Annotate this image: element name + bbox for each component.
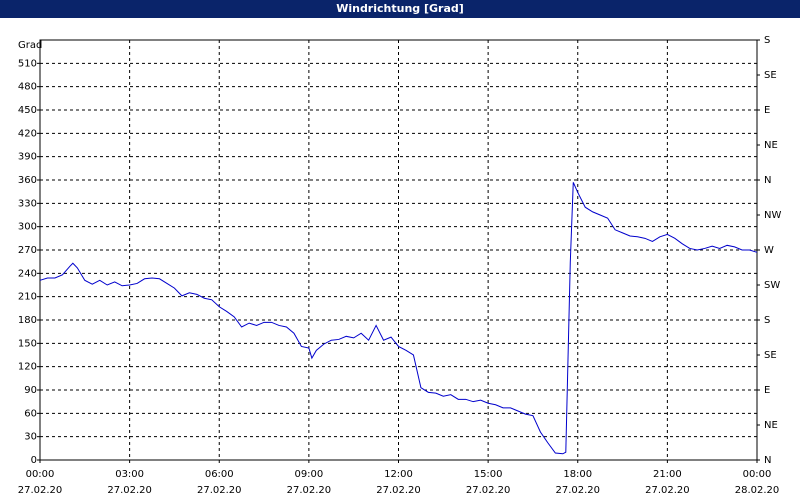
y-tick-label: 180	[18, 315, 37, 326]
y-tick-label: 360	[18, 175, 37, 186]
x-tick-label: 09:00	[294, 469, 323, 480]
y-tick-label: 210	[18, 292, 37, 303]
y-tick-label: 420	[18, 128, 37, 139]
y2-tick-label: W	[764, 245, 774, 256]
x-tick-label: 21:00	[653, 469, 682, 480]
y-tick-label: 270	[18, 245, 37, 256]
y-tick-label: 90	[24, 385, 37, 396]
title-bar	[0, 0, 800, 18]
x-tick-date: 27.02.20	[287, 485, 332, 496]
y-tick-label: 60	[24, 408, 37, 419]
y2-tick-label: SE	[764, 350, 777, 361]
y2-tick-label: N	[764, 455, 771, 466]
x-tick-label: 03:00	[115, 469, 144, 480]
x-tick-label: 06:00	[205, 469, 234, 480]
y2-tick-label: N	[764, 175, 771, 186]
y-tick-label: 330	[18, 198, 37, 209]
x-tick-label: 00:00	[743, 469, 772, 480]
y-tick-label: 0	[31, 455, 37, 466]
y-tick-label: 390	[18, 152, 37, 163]
y2-tick-label: NE	[764, 420, 778, 431]
y-tick-label: 150	[18, 338, 37, 349]
x-tick-date: 27.02.20	[18, 485, 63, 496]
y-tick-label: 240	[18, 268, 37, 279]
x-tick-date: 27.02.20	[645, 485, 690, 496]
y-tick-label: 480	[18, 82, 37, 93]
x-tick-label: 15:00	[474, 469, 503, 480]
y2-tick-label: NE	[764, 140, 778, 151]
x-tick-label: 00:00	[26, 469, 55, 480]
data-line	[39, 182, 758, 455]
x-tick-date: 27.02.20	[107, 485, 152, 496]
y-tick-label: 30	[24, 432, 37, 443]
y2-tick-label: E	[764, 385, 770, 396]
y-tick-label: 450	[18, 105, 37, 116]
x-tick-date: 28.02.20	[735, 485, 780, 496]
y2-tick-label: NW	[764, 210, 781, 221]
x-tick-date: 27.02.20	[466, 485, 511, 496]
chart-title: Windrichtung [Grad]	[336, 2, 464, 15]
x-tick-label: 12:00	[384, 469, 413, 480]
y2-tick-label: E	[764, 105, 770, 116]
x-tick-date: 27.02.20	[555, 485, 600, 496]
x-tick-label: 18:00	[563, 469, 592, 480]
y-tick-label: 510	[18, 58, 37, 69]
x-tick-date: 27.02.20	[376, 485, 421, 496]
y2-tick-label: SW	[764, 280, 780, 291]
y2-tick-label: SE	[764, 70, 777, 81]
y-tick-label: 120	[18, 362, 37, 373]
y2-tick-label: S	[764, 35, 770, 46]
y-tick-label: 300	[18, 222, 37, 233]
x-tick-date: 27.02.20	[197, 485, 242, 496]
y2-tick-label: S	[764, 315, 770, 326]
y-axis-label: Grad	[18, 40, 42, 51]
